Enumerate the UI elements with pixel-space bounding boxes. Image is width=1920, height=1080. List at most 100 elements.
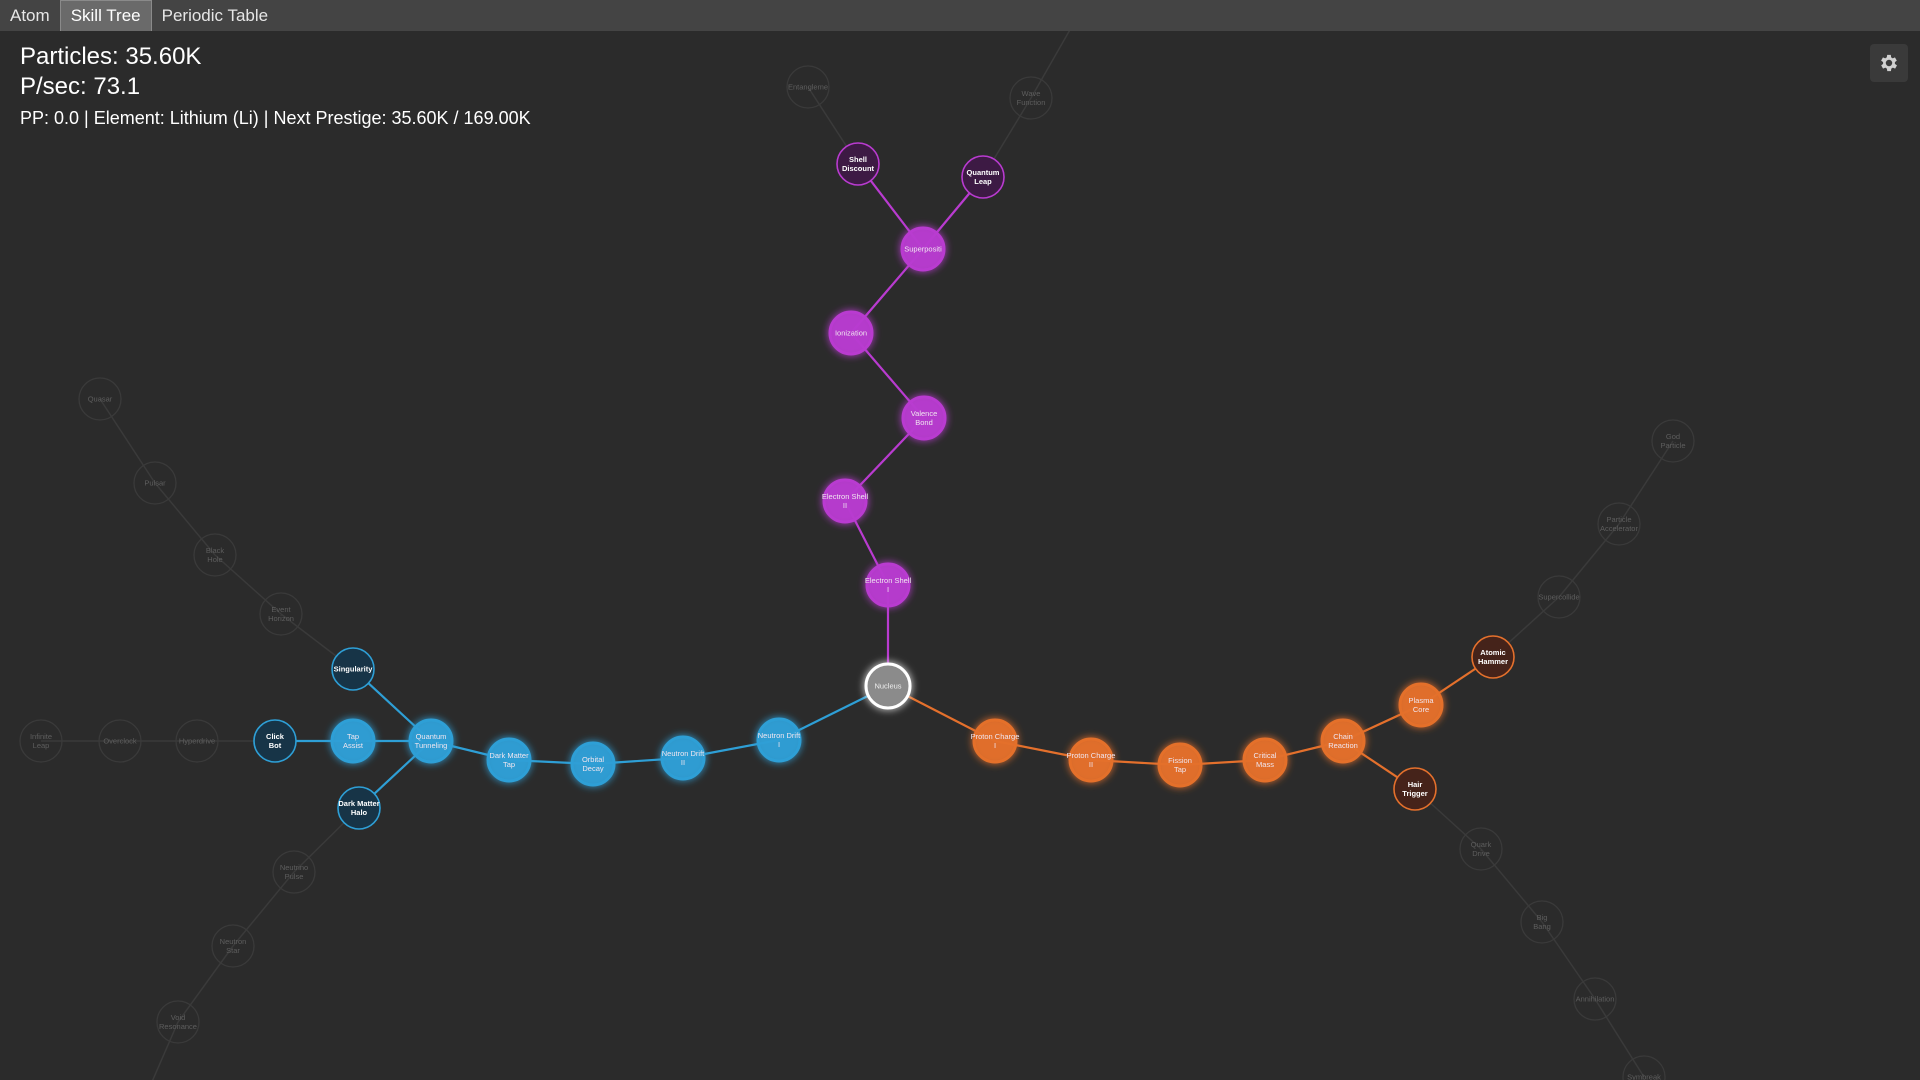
skill-node-circle[interactable] — [78, 377, 122, 421]
skill-node-hairtrig[interactable]: Hair Trigger — [1393, 767, 1437, 811]
skill-node-fissiontap[interactable]: Fission Tap — [1157, 742, 1203, 788]
skill-node-circle[interactable] — [1393, 767, 1437, 811]
skill-node-circle[interactable] — [330, 718, 376, 764]
skill-node-circle[interactable] — [570, 741, 616, 787]
skill-node-nstar[interactable]: Neutron Star — [211, 924, 255, 968]
skill-node-godparticle[interactable]: God Particle — [1651, 419, 1695, 463]
skill-node-label: Proton Charge II — [1067, 751, 1116, 769]
skill-node-dmhalo[interactable]: Dark Matter Halo — [337, 786, 381, 830]
skill-node-circle[interactable] — [193, 533, 237, 577]
skill-node-circle[interactable] — [1597, 502, 1641, 546]
skill-node-ionization[interactable]: Ionization — [828, 310, 874, 356]
skill-node-voidres[interactable]: Void Resonance — [156, 1000, 200, 1044]
skill-node-label: Pulsar — [144, 479, 166, 488]
skill-node-circle[interactable] — [1471, 635, 1515, 679]
skill-node-circle[interactable] — [259, 592, 303, 636]
skill-node-quasar[interactable]: Quasar — [78, 377, 122, 421]
skill-node-critmass[interactable]: Critical Mass — [1242, 737, 1288, 783]
skill-node-atomhammer[interactable]: Atomic Hammer — [1471, 635, 1515, 679]
skill-node-circle[interactable] — [864, 662, 912, 710]
skill-node-circle[interactable] — [1622, 1055, 1666, 1080]
skill-node-circle[interactable] — [1068, 737, 1114, 783]
skill-node-blackhole[interactable]: Black Hole — [193, 533, 237, 577]
skill-node-circle[interactable] — [865, 562, 911, 608]
skill-node-plasmacore[interactable]: Plasma Core — [1398, 682, 1444, 728]
skill-node-qleap[interactable]: Quantum Leap — [961, 155, 1005, 199]
skill-node-circle[interactable] — [828, 310, 874, 356]
skill-node-circle[interactable] — [1242, 737, 1288, 783]
skill-node-pulsar[interactable]: Pulsar — [133, 461, 177, 505]
skill-node-circle[interactable] — [822, 478, 868, 524]
skill-node-circle[interactable] — [98, 719, 142, 763]
skill-node-tapassist[interactable]: Tap Assist — [330, 718, 376, 764]
skill-node-circle[interactable] — [1459, 827, 1503, 871]
skill-node-overclock[interactable]: Overclock — [98, 719, 142, 763]
skill-node-circle[interactable] — [1520, 900, 1564, 944]
skill-node-circle[interactable] — [1157, 742, 1203, 788]
skill-node-circle[interactable] — [961, 155, 1005, 199]
skill-node-circle[interactable] — [901, 395, 947, 441]
skill-node-npulse[interactable]: Neutrino Pulse — [272, 850, 316, 894]
skill-node-circle[interactable] — [408, 718, 454, 764]
skill-node-annihilation[interactable]: Annihilation — [1573, 977, 1617, 1021]
settings-button[interactable] — [1870, 44, 1908, 82]
skill-node-nd1[interactable]: Neutron Drift I — [756, 717, 802, 763]
skill-node-label: Neutron Drift I — [758, 731, 801, 749]
skill-node-circle[interactable] — [1320, 718, 1366, 764]
skill-node-nucleus[interactable]: Nucleus — [864, 662, 912, 710]
skill-node-qtunnel[interactable]: Quantum Tunneling — [408, 718, 454, 764]
particles-per-second: P/sec: 73.1 — [20, 73, 141, 100]
skill-node-circle[interactable] — [486, 737, 532, 783]
skill-node-circle[interactable] — [1651, 419, 1695, 463]
skill-node-circle[interactable] — [786, 65, 830, 109]
skill-node-eventhz[interactable]: Event Horizon — [259, 592, 303, 636]
skill-node-label: Neutrino Pulse — [280, 863, 308, 881]
skill-node-circle[interactable] — [756, 717, 802, 763]
skill-node-circle[interactable] — [972, 718, 1018, 764]
skill-node-circle[interactable] — [836, 142, 880, 186]
skill-node-circle[interactable] — [337, 786, 381, 830]
skill-node-circle[interactable] — [156, 1000, 200, 1044]
skill-node-infleap[interactable]: Infinite Leap — [19, 719, 63, 763]
skill-node-hyperdrive[interactable]: Hyperdrive — [175, 719, 219, 763]
skill-node-circle[interactable] — [253, 719, 297, 763]
skill-node-chainreact[interactable]: Chain Reaction — [1320, 718, 1366, 764]
skill-node-label: Particle Accelerator — [1600, 515, 1638, 533]
skill-node-circle[interactable] — [133, 461, 177, 505]
skill-node-partaccel[interactable]: Particle Accelerator — [1597, 502, 1641, 546]
skill-node-entangle[interactable]: Entangleme — [786, 65, 830, 109]
skill-node-symbreak[interactable]: Symbreak — [1622, 1055, 1666, 1080]
skill-tree-canvas[interactable]: Nucleus Electron Shell I Electron Shell II Va… — [0, 31, 1920, 1080]
skill-node-circle[interactable] — [331, 647, 375, 691]
skill-node-circle[interactable] — [900, 226, 946, 272]
skill-node-pc1[interactable]: Proton Charge I — [971, 718, 1020, 764]
skill-node-circle[interactable] — [19, 719, 63, 763]
skill-node-circle[interactable] — [1573, 977, 1617, 1021]
skill-node-circle[interactable] — [211, 924, 255, 968]
skill-node-singularity[interactable]: Singularity — [331, 647, 375, 691]
skill-node-supercollide[interactable]: Supercollide — [1537, 575, 1581, 619]
skill-node-eshell2[interactable]: Electron Shell II — [822, 478, 869, 524]
tab-periodic-table[interactable]: Periodic Table — [161, 5, 269, 25]
skill-node-shelldisc[interactable]: Shell Discount — [836, 142, 880, 186]
skill-node-quarkdrive[interactable]: Quark Drive — [1459, 827, 1503, 871]
skill-node-nd2[interactable]: Neutron Drift II — [660, 735, 706, 781]
skill-node-circle[interactable] — [1009, 76, 1053, 120]
skill-node-superposit[interactable]: Superpositi — [900, 226, 946, 272]
tab-atom[interactable]: Atom — [10, 5, 50, 25]
skill-node-circle[interactable] — [272, 850, 316, 894]
skill-node-bigbang[interactable]: Big Bang — [1520, 900, 1564, 944]
skill-node-dmtap[interactable]: Dark Matter Tap — [486, 737, 532, 783]
skill-node-circle[interactable] — [1398, 682, 1444, 728]
tab-skill-tree[interactable]: Skill Tree — [59, 0, 152, 31]
skill-node-eshell1[interactable]: Electron Shell I — [865, 562, 912, 608]
skill-node-circle[interactable] — [175, 719, 219, 763]
skill-node-clickbot[interactable]: Click Bot — [253, 719, 297, 763]
skill-node-wavefn[interactable]: Wave Function — [1009, 76, 1053, 120]
skill-node-pc2[interactable]: Proton Charge II — [1067, 737, 1116, 783]
skill-node-circle[interactable] — [660, 735, 706, 781]
skill-node-label: Atomic Hammer — [1478, 648, 1508, 666]
skill-node-orbdecay[interactable]: Orbital Decay — [570, 741, 616, 787]
skill-node-circle[interactable] — [1537, 575, 1581, 619]
skill-node-valence[interactable]: Valence Bond — [901, 395, 947, 441]
